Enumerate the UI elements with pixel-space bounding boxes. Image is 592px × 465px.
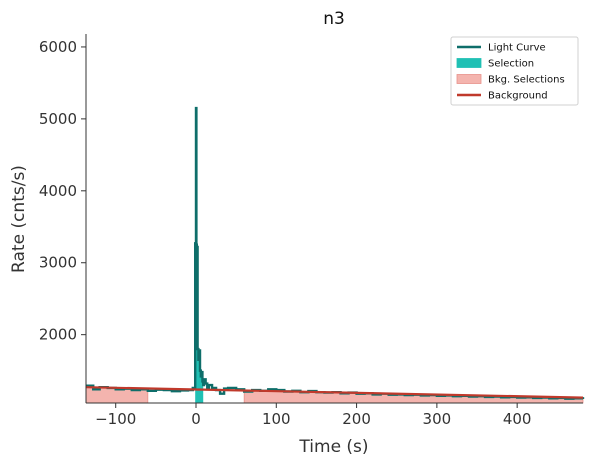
y-axis-label: Rate (cnts/s): [9, 165, 29, 273]
x-tick-label: 200: [342, 410, 371, 428]
x-tick-label: 100: [262, 410, 291, 428]
light-curve-line: [86, 106, 585, 400]
legend-label-1: Light Curve: [488, 43, 546, 54]
axes: −100 0 100 200 300 400 2000 3000 4000 5000 6000: [39, 34, 583, 428]
y-tick-label: 6000: [39, 38, 77, 56]
y-tick-label: 5000: [39, 110, 77, 128]
x-axis-label: Time (s): [298, 437, 368, 457]
legend-swatch-2: [456, 58, 482, 68]
legend-label-2: Selection: [488, 59, 534, 70]
legend-swatch-3: [456, 74, 482, 84]
x-tick-label: 400: [503, 410, 532, 428]
y-tick-label: 4000: [39, 182, 77, 200]
legend-box: [450, 36, 579, 106]
background-line: [85, 386, 584, 399]
x-tick-label: −100: [95, 410, 136, 428]
chart-title: n3: [323, 9, 345, 29]
x-tick-label: 0: [191, 410, 201, 428]
legend-label-3: Bkg. Selections: [488, 75, 565, 86]
x-tick-label: 300: [423, 410, 452, 428]
legend-label-4: Background: [488, 91, 548, 102]
y-tick-label: 2000: [39, 326, 77, 344]
y-tick-label: 3000: [39, 254, 77, 272]
legend: Light Curve Selection Bkg. Selections Backg…: [450, 36, 579, 106]
plot-area: [85, 106, 585, 404]
